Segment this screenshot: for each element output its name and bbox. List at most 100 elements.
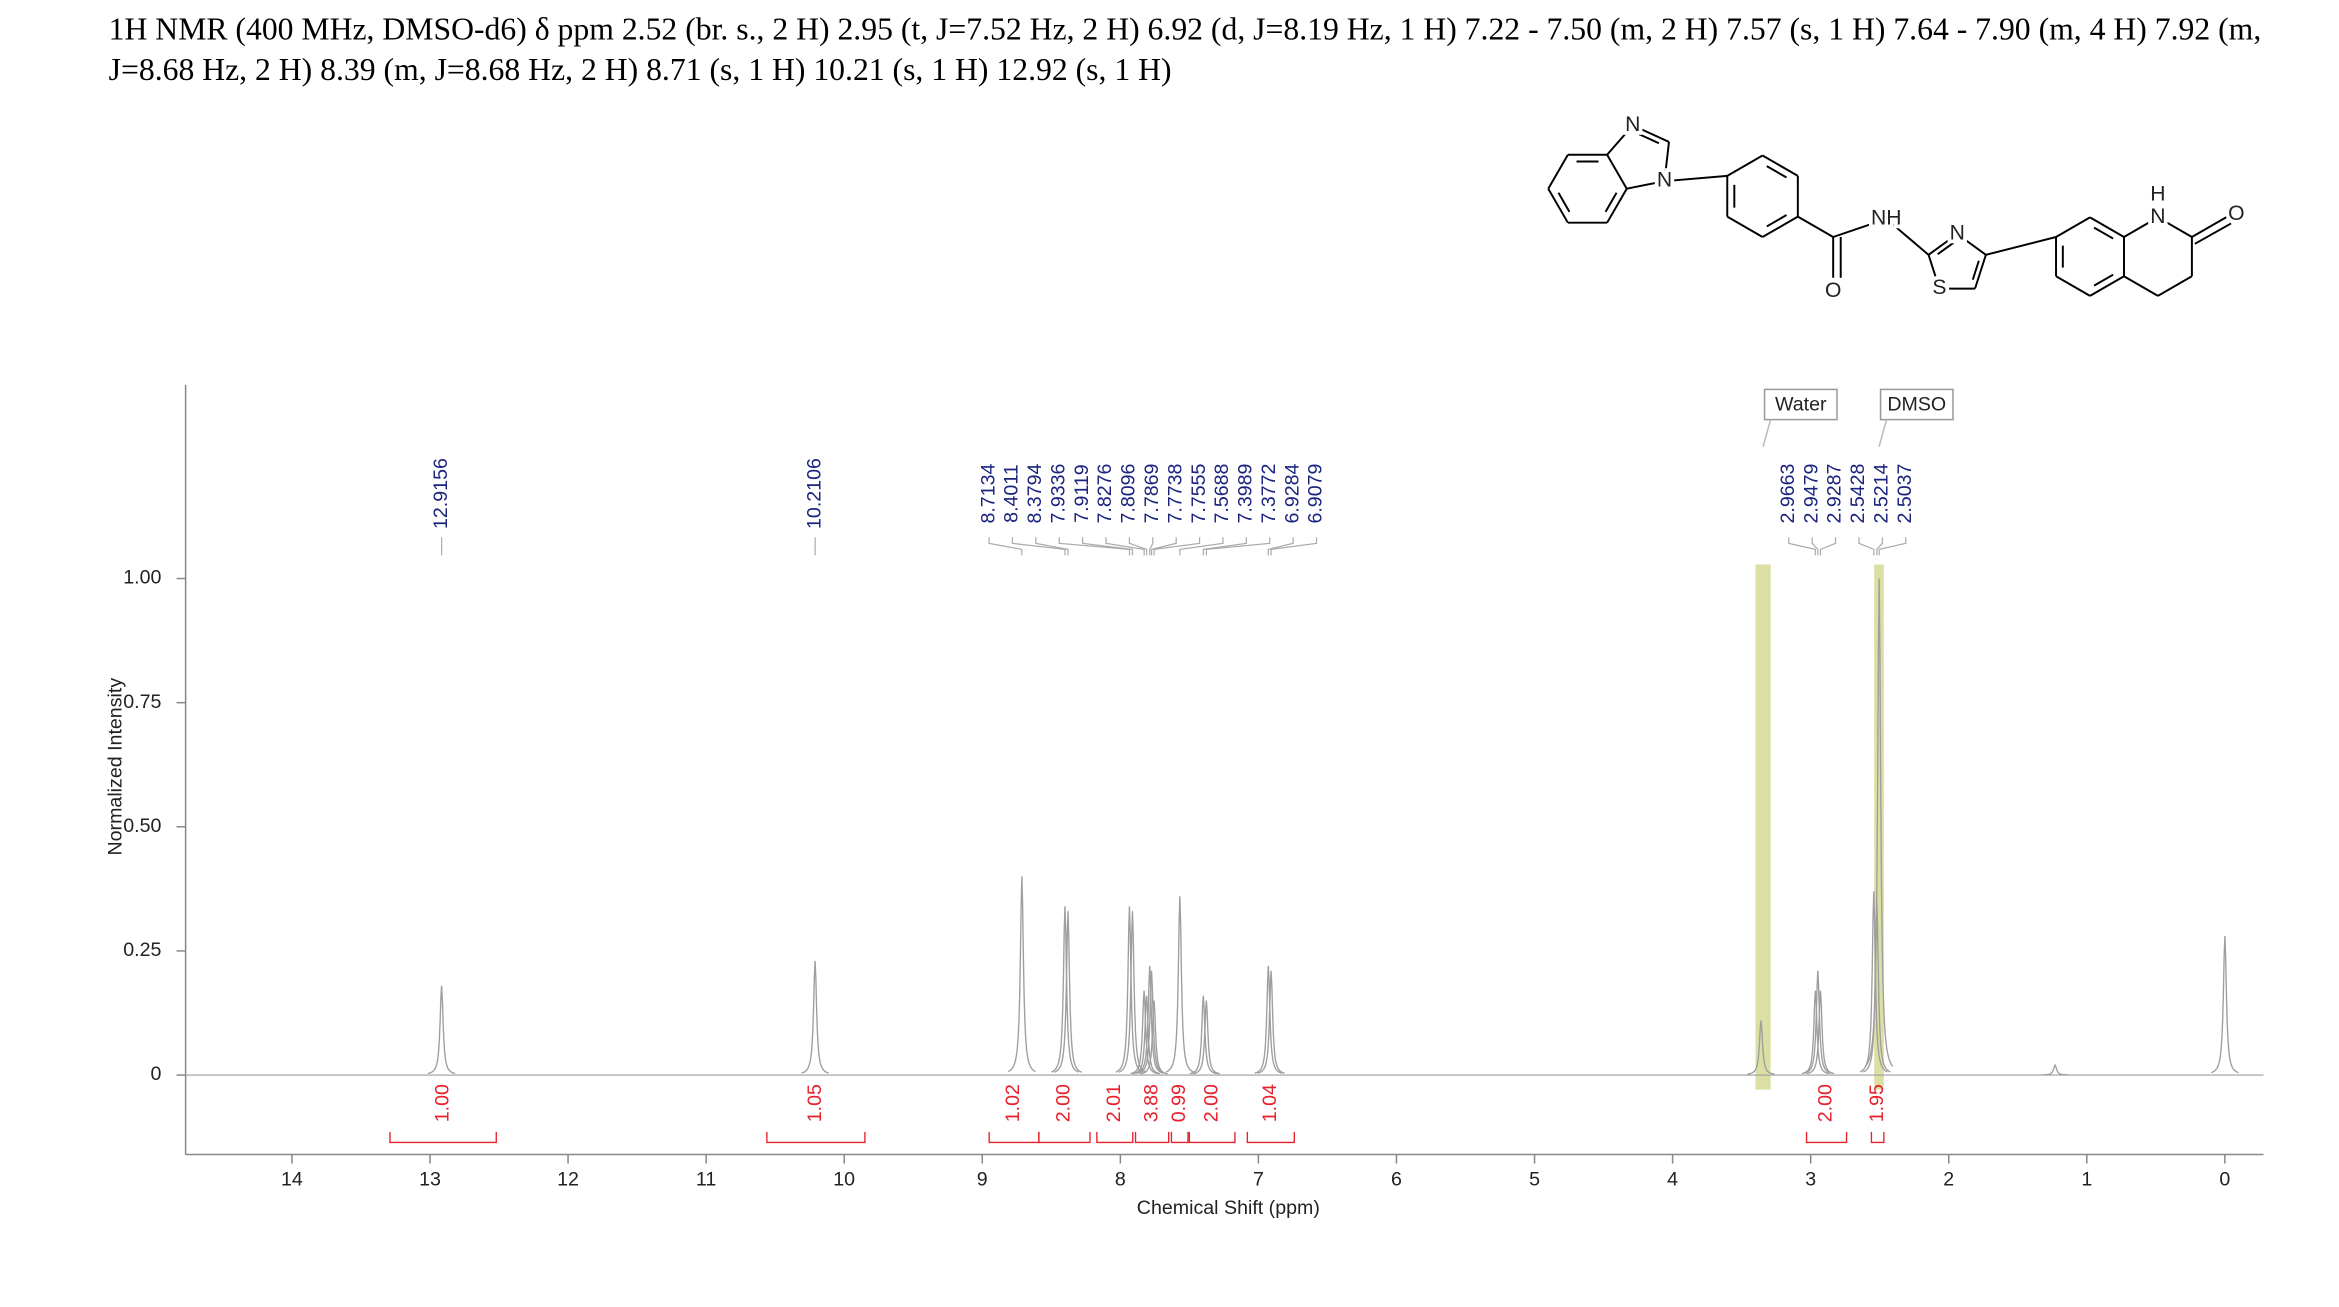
peak-leader bbox=[1202, 537, 1247, 556]
y-tick-label: 0.25 bbox=[123, 939, 161, 961]
bond bbox=[1726, 154, 1764, 177]
integral-value: 2.00 bbox=[1053, 1084, 1075, 1122]
x-tick-label: 10 bbox=[833, 1168, 855, 1190]
peak-leader bbox=[988, 537, 1023, 556]
peak bbox=[2211, 936, 2239, 1074]
peak bbox=[1189, 995, 1218, 1075]
solvent-label-box bbox=[1763, 388, 1838, 421]
integral-value: 2.00 bbox=[1815, 1084, 1837, 1122]
integral-bracket bbox=[1246, 1131, 1295, 1144]
integral-value: 1.04 bbox=[1259, 1084, 1281, 1122]
peak-leader bbox=[1267, 537, 1294, 556]
peak-leader bbox=[1105, 537, 1145, 556]
peak-label: 7.9336 bbox=[1047, 463, 1069, 523]
solvent-region bbox=[1755, 564, 1771, 1090]
bond bbox=[1927, 254, 1941, 289]
peak bbox=[801, 960, 829, 1074]
bond bbox=[2093, 273, 2114, 287]
bond bbox=[1974, 254, 1987, 289]
peak bbox=[427, 985, 456, 1075]
peak-label: 2.9287 bbox=[1824, 464, 1846, 524]
bond bbox=[2194, 222, 2232, 245]
peak-label: 8.3794 bbox=[1024, 463, 1046, 523]
solvent-leader bbox=[1762, 419, 1772, 447]
peak-leader bbox=[1878, 537, 1907, 556]
peak-leader bbox=[1811, 537, 1819, 556]
peak bbox=[1865, 578, 1894, 1067]
peak bbox=[1130, 990, 1158, 1075]
bond bbox=[1663, 141, 1670, 182]
peak bbox=[1140, 1000, 1168, 1075]
bond bbox=[1937, 241, 1955, 255]
bond bbox=[2123, 216, 2159, 238]
solvent-leader bbox=[1878, 419, 1888, 447]
atom-label: N bbox=[1950, 222, 1965, 245]
peak bbox=[1054, 911, 1082, 1073]
x-tick-label: 13 bbox=[419, 1168, 441, 1190]
x-tick-label: 9 bbox=[977, 1168, 988, 1190]
peak-label: 7.5688 bbox=[1211, 463, 1233, 523]
peak-label: 7.3989 bbox=[1235, 464, 1257, 524]
bond bbox=[1664, 174, 1728, 183]
integral-value: 1.02 bbox=[1002, 1084, 1024, 1122]
bond bbox=[2157, 275, 2193, 297]
peak bbox=[1007, 876, 1036, 1073]
peak bbox=[2041, 1063, 2069, 1076]
peak-leader bbox=[1150, 537, 1177, 556]
solvent-region bbox=[1874, 564, 1884, 1090]
peak-leader bbox=[1035, 537, 1069, 556]
peak bbox=[1137, 970, 1166, 1074]
solvent-label: Water bbox=[1775, 393, 1827, 415]
bond bbox=[2157, 216, 2193, 238]
peak-label: 8.4011 bbox=[1001, 464, 1023, 523]
bond bbox=[1638, 133, 1660, 145]
bond bbox=[2089, 275, 2125, 297]
integral-bracket bbox=[1096, 1131, 1134, 1144]
peak-leader bbox=[1011, 537, 1066, 556]
integral-bracket bbox=[389, 1131, 497, 1144]
integral-bracket bbox=[1134, 1131, 1170, 1144]
peak bbox=[1257, 970, 1285, 1074]
peak bbox=[1118, 911, 1147, 1073]
bond bbox=[1762, 215, 1799, 238]
x-axis-title: Chemical Shift (ppm) bbox=[1137, 1197, 1320, 1219]
x-tick-label: 2 bbox=[1943, 1168, 1954, 1190]
bond bbox=[1606, 188, 1628, 224]
bond bbox=[1726, 215, 1764, 238]
integral-value: 0.99 bbox=[1168, 1084, 1190, 1122]
bond bbox=[1797, 215, 1834, 238]
peak-label: 7.8276 bbox=[1094, 463, 1116, 523]
bond bbox=[1927, 233, 1958, 256]
x-tick-label: 5 bbox=[1529, 1168, 1540, 1190]
bond bbox=[1606, 154, 1628, 190]
peak bbox=[1254, 965, 1283, 1074]
integral-bracket bbox=[1188, 1131, 1236, 1144]
x-tick-label: 4 bbox=[1667, 1168, 1678, 1190]
bond bbox=[1985, 236, 2057, 256]
integral-bracket bbox=[1170, 1131, 1189, 1144]
x-tick-label: 0 bbox=[2219, 1168, 2230, 1190]
bond bbox=[1604, 192, 1618, 213]
bond bbox=[1766, 214, 1788, 228]
x-tick-label: 14 bbox=[281, 1168, 303, 1190]
peak-label: 7.3772 bbox=[1258, 464, 1280, 524]
peak bbox=[1135, 965, 1164, 1074]
peak-leader bbox=[1058, 537, 1131, 556]
peak-label: 7.7738 bbox=[1164, 463, 1186, 523]
y-axis-title: Normalized Intensity bbox=[104, 678, 126, 856]
solvent-label-box bbox=[1879, 388, 1954, 421]
atom-label: N bbox=[2150, 205, 2165, 228]
integral-value: 1.00 bbox=[431, 1084, 453, 1122]
peak-leader bbox=[1270, 537, 1318, 556]
integral-bracket bbox=[1805, 1131, 1848, 1144]
y-tick-label: 0 bbox=[151, 1063, 162, 1085]
peak bbox=[1051, 906, 1079, 1073]
atom-label: H bbox=[2150, 182, 2165, 205]
peak bbox=[1747, 1020, 1775, 1075]
peak bbox=[1806, 990, 1835, 1075]
peak-label: 6.9284 bbox=[1281, 463, 1303, 523]
peak bbox=[1165, 896, 1194, 1073]
integral-value: 2.01 bbox=[1103, 1084, 1125, 1122]
bond bbox=[2089, 216, 2125, 238]
